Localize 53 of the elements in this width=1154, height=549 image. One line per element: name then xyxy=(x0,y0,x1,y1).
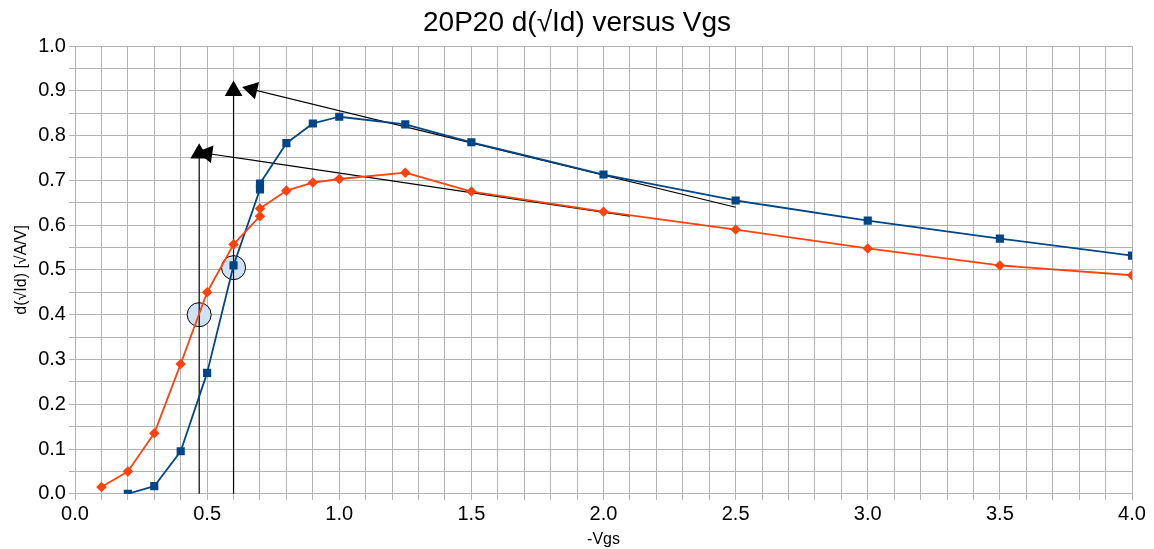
y-axis-title: d(√Id) [√A/V] xyxy=(12,225,30,315)
y-tick-label: 0.5 xyxy=(38,257,66,280)
point xyxy=(995,234,1004,243)
point xyxy=(467,138,476,147)
x-tick-label: 4.0 xyxy=(1118,502,1146,525)
point xyxy=(994,260,1005,271)
point xyxy=(335,112,344,121)
x-tick-label: 2.5 xyxy=(721,502,750,525)
point xyxy=(96,482,107,492)
point xyxy=(122,466,133,477)
point xyxy=(228,239,239,250)
y-tick-label: 0.9 xyxy=(38,78,66,101)
point xyxy=(334,174,345,184)
y-tick-label: 0.8 xyxy=(38,123,66,146)
chart-title: 20P20 d(√Id) versus Vgs xyxy=(423,6,731,37)
x-tick-label: 0.0 xyxy=(61,502,89,525)
point xyxy=(730,224,741,235)
point xyxy=(150,482,159,491)
y-tick-label: 0.2 xyxy=(38,391,66,414)
point xyxy=(202,287,213,298)
y-tick-label: 0.6 xyxy=(38,212,66,235)
point xyxy=(175,359,186,369)
x-axis-title: -Vgs xyxy=(587,529,620,547)
point xyxy=(255,179,265,188)
point xyxy=(281,185,292,196)
y-tick-label: 0.7 xyxy=(38,167,66,190)
point xyxy=(282,139,291,148)
point xyxy=(255,211,265,222)
point xyxy=(149,428,160,439)
x-tick-label: 2.0 xyxy=(589,502,618,525)
point xyxy=(863,216,872,225)
point xyxy=(599,170,608,179)
x-tick-label: 3.0 xyxy=(853,502,882,525)
y-tick-label: 0.4 xyxy=(38,302,66,325)
y-tick-label: 1.0 xyxy=(38,33,66,56)
x-tick-label: 3.5 xyxy=(985,502,1014,525)
point xyxy=(176,447,185,456)
point xyxy=(203,368,212,377)
point xyxy=(307,177,318,188)
point xyxy=(401,120,410,129)
point xyxy=(862,243,873,254)
point xyxy=(308,119,317,128)
x-tick-label: 1.5 xyxy=(457,502,486,525)
point xyxy=(598,206,609,217)
y-tick-label: 0.0 xyxy=(38,481,66,504)
y-tick-label: 0.1 xyxy=(38,436,66,459)
point xyxy=(731,196,740,205)
x-tick-label: 1.0 xyxy=(325,502,354,525)
point xyxy=(255,203,265,214)
y-tick-label: 0.3 xyxy=(38,346,66,369)
x-tick-label: 0.5 xyxy=(193,502,222,525)
point xyxy=(400,167,411,178)
point xyxy=(466,186,477,197)
